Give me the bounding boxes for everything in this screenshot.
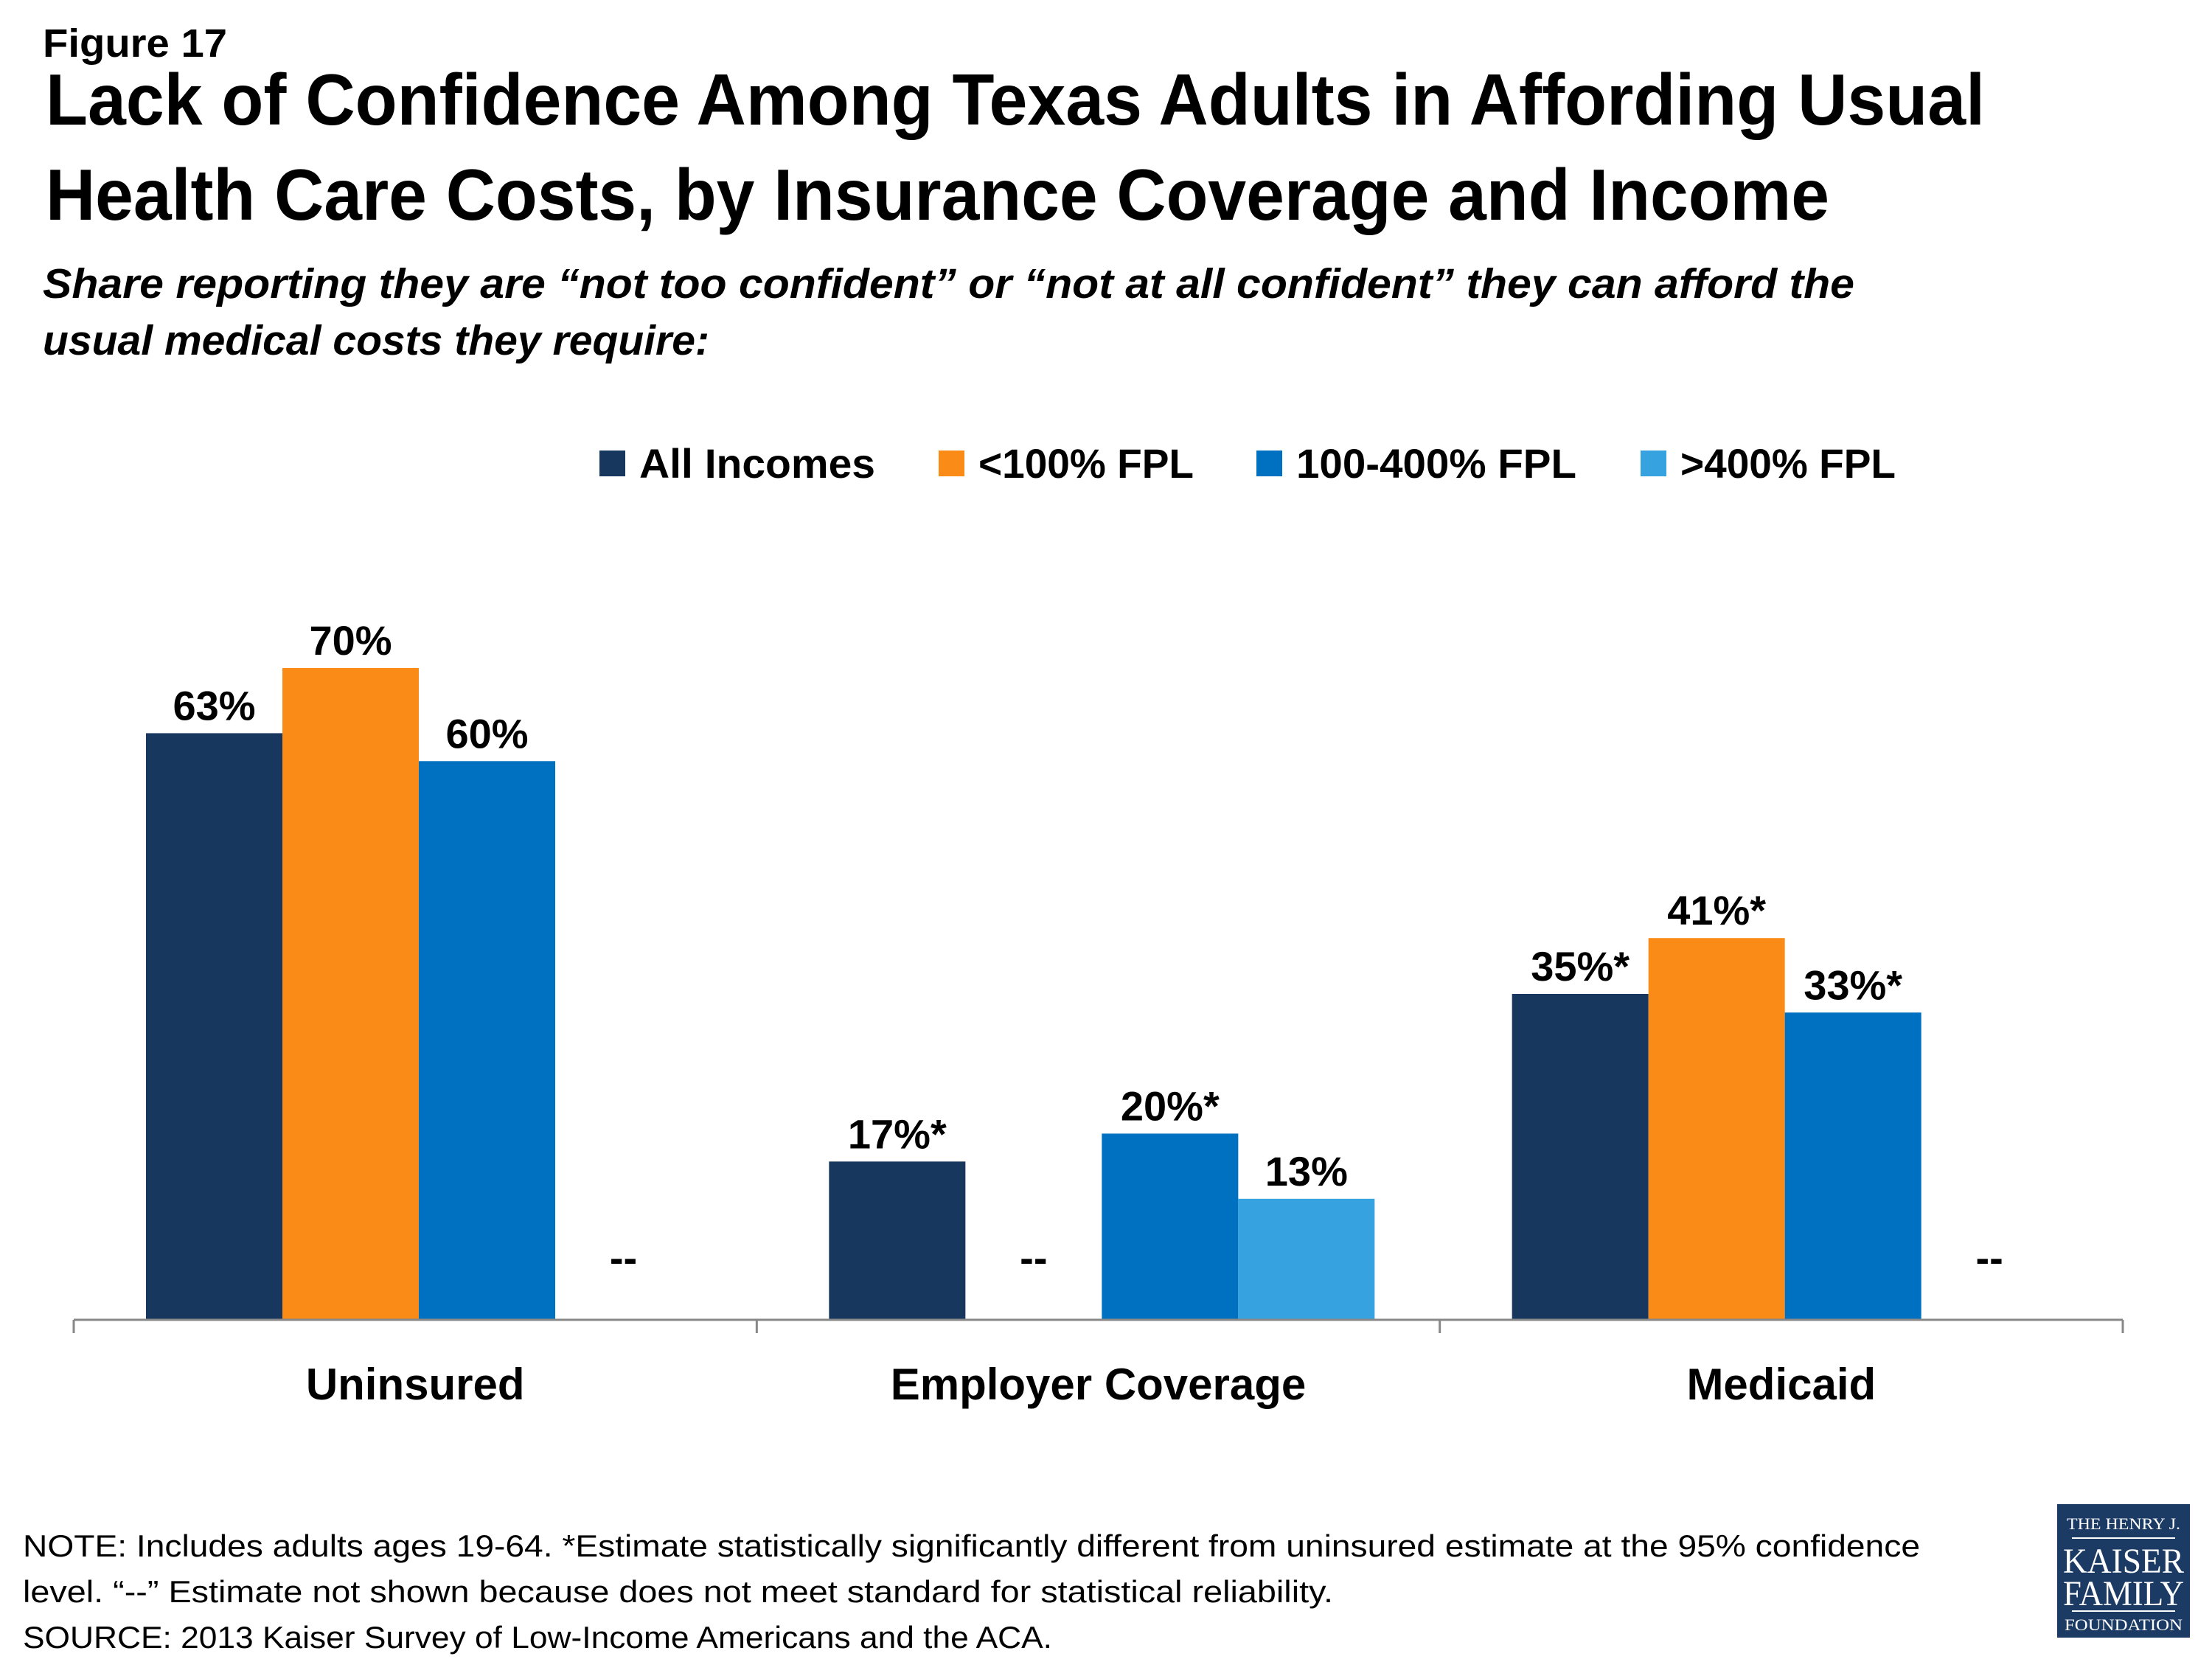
legend-label-100-400-fpl: 100-400% FPL [1296, 440, 1576, 487]
data-label-medicaid-all-incomes: 35%* [1531, 943, 1630, 990]
bar-employer-coverage-all-incomes [829, 1161, 966, 1320]
legend-swatch-over-400-fpl [1641, 451, 1666, 476]
data-label-uninsured-400-fpl: -- [610, 1234, 637, 1281]
legend-label-all-incomes: All Incomes [639, 440, 875, 487]
category-label-employer-coverage: Employer Coverage [891, 1360, 1307, 1409]
chart-title-line-2: Health Care Costs, by Insurance Coverage… [46, 154, 1829, 235]
bar-employer-coverage-100-400-fpl [1102, 1133, 1239, 1320]
data-label-employer-coverage-400-fpl: 13% [1265, 1148, 1348, 1194]
bar-employer-coverage-400-fpl [1238, 1198, 1375, 1320]
category-label-uninsured: Uninsured [306, 1360, 525, 1409]
bars: 63% 70% 60% -- 17%* -- 20%* 13% 35%* 41%* 33%* -- [146, 617, 2003, 1320]
notes: NOTE: Includes adults ages 19-64. *Estim… [23, 1528, 1920, 1655]
data-label-employer-coverage-all-incomes: 17%* [848, 1110, 947, 1157]
figure-label: Figure 17 [43, 21, 227, 66]
logo-text-3: FAMILY [2063, 1574, 2184, 1613]
legend-label-under-100-fpl: <100% FPL [978, 440, 1194, 487]
logo-text-2: KAISER [2063, 1542, 2184, 1581]
bar-uninsured-100-400-fpl [419, 761, 555, 1320]
chart-subtitle-line-2: usual medical costs they require: [43, 317, 709, 364]
chart-title-line-1: Lack of Confidence Among Texas Adults in… [46, 59, 1985, 140]
note-line-2: level. “--” Estimate not shown because d… [23, 1574, 1333, 1609]
bar-uninsured-all-incomes [146, 733, 282, 1320]
data-label-medicaid-100-400-fpl: 33%* [1804, 961, 1902, 1008]
legend-swatch-under-100-fpl [939, 451, 964, 476]
logo-text-1: THE HENRY J. [2067, 1514, 2180, 1533]
x-axis: Uninsured Employer Coverage Medicaid [72, 1318, 2124, 1409]
data-label-medicaid-400-fpl: -- [1976, 1234, 2003, 1281]
legend-swatch-all-incomes [599, 451, 625, 476]
bar-uninsured-100-fpl [282, 668, 419, 1320]
logo-text-4: FOUNDATION [2065, 1615, 2183, 1634]
data-label-employer-coverage-100-400-fpl: 20%* [1121, 1082, 1220, 1129]
logo-background [2057, 1504, 2190, 1638]
bar-medicaid-100-400-fpl [1784, 1012, 1921, 1320]
data-label-medicaid-100-fpl: 41%* [1667, 887, 1766, 933]
chart-subtitle-line-1: Share reporting they are “not too confid… [43, 260, 1854, 307]
data-label-uninsured-100-fpl: 70% [309, 617, 392, 664]
legend-swatch-100-400-fpl [1256, 451, 1282, 476]
kaiser-logo: THE HENRY J. KAISER FAMILY FOUNDATION [2057, 1504, 2190, 1638]
source-line: SOURCE: 2013 Kaiser Survey of Low-Income… [23, 1620, 1052, 1655]
bar-medicaid-all-incomes [1512, 994, 1649, 1320]
data-label-uninsured-100-400-fpl: 60% [445, 710, 528, 757]
bar-medicaid-100-fpl [1648, 938, 1785, 1320]
category-label-medicaid: Medicaid [1686, 1360, 1876, 1409]
note-line-1: NOTE: Includes adults ages 19-64. *Estim… [23, 1528, 1920, 1563]
data-label-uninsured-all-incomes: 63% [173, 682, 255, 728]
legend: All Incomes <100% FPL 100-400% FPL >400%… [599, 440, 1896, 487]
data-label-employer-coverage-100-fpl: -- [1020, 1234, 1047, 1281]
legend-label-over-400-fpl: >400% FPL [1680, 440, 1896, 487]
